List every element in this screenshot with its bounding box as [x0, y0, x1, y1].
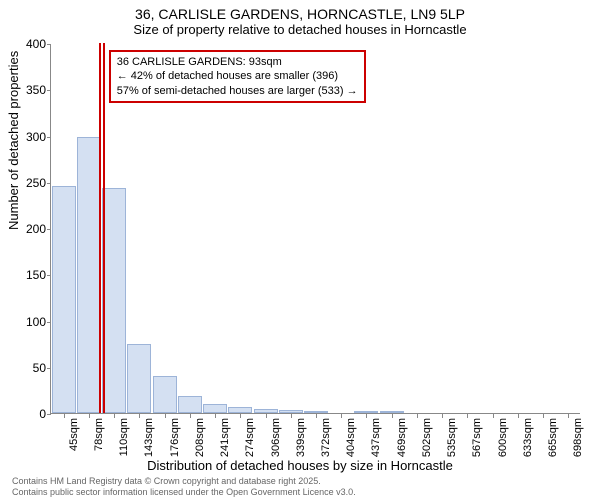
x-tick-label: 208sqm — [194, 418, 206, 457]
x-tick-label: 404sqm — [345, 418, 357, 457]
y-tick-label: 50 — [16, 361, 46, 375]
x-tick-label: 45sqm — [68, 418, 80, 451]
y-tick-label: 200 — [16, 222, 46, 236]
histogram-bar — [178, 396, 202, 413]
x-tick-mark — [215, 414, 216, 418]
reference-marker-line — [99, 43, 101, 413]
x-tick-label: 633sqm — [522, 418, 534, 457]
x-tick-label: 372sqm — [320, 418, 332, 457]
histogram-bar — [153, 376, 177, 413]
footer-line: Contains public sector information licen… — [12, 487, 356, 498]
x-tick-mark — [89, 414, 90, 418]
x-tick-mark — [291, 414, 292, 418]
histogram-bar — [304, 411, 328, 413]
x-tick-label: 502sqm — [421, 418, 433, 457]
y-tick-label: 0 — [16, 407, 46, 421]
y-tick-mark — [47, 137, 51, 138]
x-tick-label: 698sqm — [572, 418, 584, 457]
histogram-bar — [102, 188, 126, 413]
callout-line: 36 CARLISLE GARDENS: 93sqm — [117, 55, 358, 69]
x-tick-label: 339sqm — [295, 418, 307, 457]
x-tick-mark — [543, 414, 544, 418]
x-tick-mark — [568, 414, 569, 418]
x-tick-label: 567sqm — [471, 418, 483, 457]
y-tick-mark — [47, 414, 51, 415]
x-tick-mark — [467, 414, 468, 418]
x-tick-label: 535sqm — [446, 418, 458, 457]
y-tick-mark — [47, 44, 51, 45]
y-tick-mark — [47, 322, 51, 323]
chart-title-main: 36, CARLISLE GARDENS, HORNCASTLE, LN9 5L… — [0, 0, 600, 22]
y-tick-label: 250 — [16, 176, 46, 190]
histogram-bar — [77, 137, 101, 413]
callout-line: 57% of semi-detached houses are larger (… — [117, 84, 358, 98]
y-tick-mark — [47, 90, 51, 91]
histogram-bar — [228, 407, 252, 413]
x-tick-mark — [165, 414, 166, 418]
x-tick-mark — [64, 414, 65, 418]
footer-line: Contains HM Land Registry data © Crown c… — [12, 476, 356, 487]
x-tick-label: 78sqm — [93, 418, 105, 451]
x-tick-label: 600sqm — [497, 418, 509, 457]
x-tick-mark — [139, 414, 140, 418]
chart-title-sub: Size of property relative to detached ho… — [0, 22, 600, 41]
y-tick-label: 150 — [16, 268, 46, 282]
x-tick-mark — [114, 414, 115, 418]
x-tick-mark — [493, 414, 494, 418]
x-tick-mark — [190, 414, 191, 418]
x-tick-mark — [266, 414, 267, 418]
x-tick-mark — [392, 414, 393, 418]
x-tick-label: 110sqm — [118, 418, 130, 456]
x-tick-label: 241sqm — [219, 418, 231, 457]
histogram-bar — [203, 404, 227, 413]
attribution-footer: Contains HM Land Registry data © Crown c… — [12, 476, 356, 498]
histogram-bar — [380, 411, 404, 413]
x-tick-label: 437sqm — [370, 418, 382, 457]
x-tick-label: 306sqm — [270, 418, 282, 457]
y-tick-mark — [47, 368, 51, 369]
x-tick-mark — [341, 414, 342, 418]
plot-region: 05010015020025030035040045sqm78sqm110sqm… — [50, 44, 580, 414]
x-tick-mark — [417, 414, 418, 418]
x-tick-label: 274sqm — [244, 418, 256, 457]
y-tick-mark — [47, 183, 51, 184]
y-tick-label: 350 — [16, 83, 46, 97]
x-axis-label: Distribution of detached houses by size … — [0, 458, 600, 473]
x-tick-label: 176sqm — [169, 418, 181, 457]
x-tick-label: 143sqm — [143, 418, 155, 457]
reference-marker-line — [103, 43, 105, 413]
histogram-bar — [254, 409, 278, 413]
y-tick-mark — [47, 275, 51, 276]
callout-line: ← 42% of detached houses are smaller (39… — [117, 69, 358, 83]
histogram-bar — [354, 411, 378, 413]
x-tick-mark — [316, 414, 317, 418]
marker-callout: 36 CARLISLE GARDENS: 93sqm← 42% of detac… — [109, 50, 366, 103]
y-tick-label: 300 — [16, 130, 46, 144]
y-tick-mark — [47, 229, 51, 230]
x-tick-mark — [240, 414, 241, 418]
x-tick-label: 469sqm — [396, 418, 408, 457]
chart-plot-area: 05010015020025030035040045sqm78sqm110sqm… — [50, 44, 580, 414]
x-tick-label: 665sqm — [547, 418, 559, 457]
x-tick-mark — [366, 414, 367, 418]
x-tick-mark — [518, 414, 519, 418]
histogram-bar — [52, 186, 76, 413]
y-tick-label: 100 — [16, 315, 46, 329]
histogram-bar — [279, 410, 303, 413]
histogram-bar — [127, 344, 151, 413]
y-tick-label: 400 — [16, 37, 46, 51]
x-tick-mark — [442, 414, 443, 418]
